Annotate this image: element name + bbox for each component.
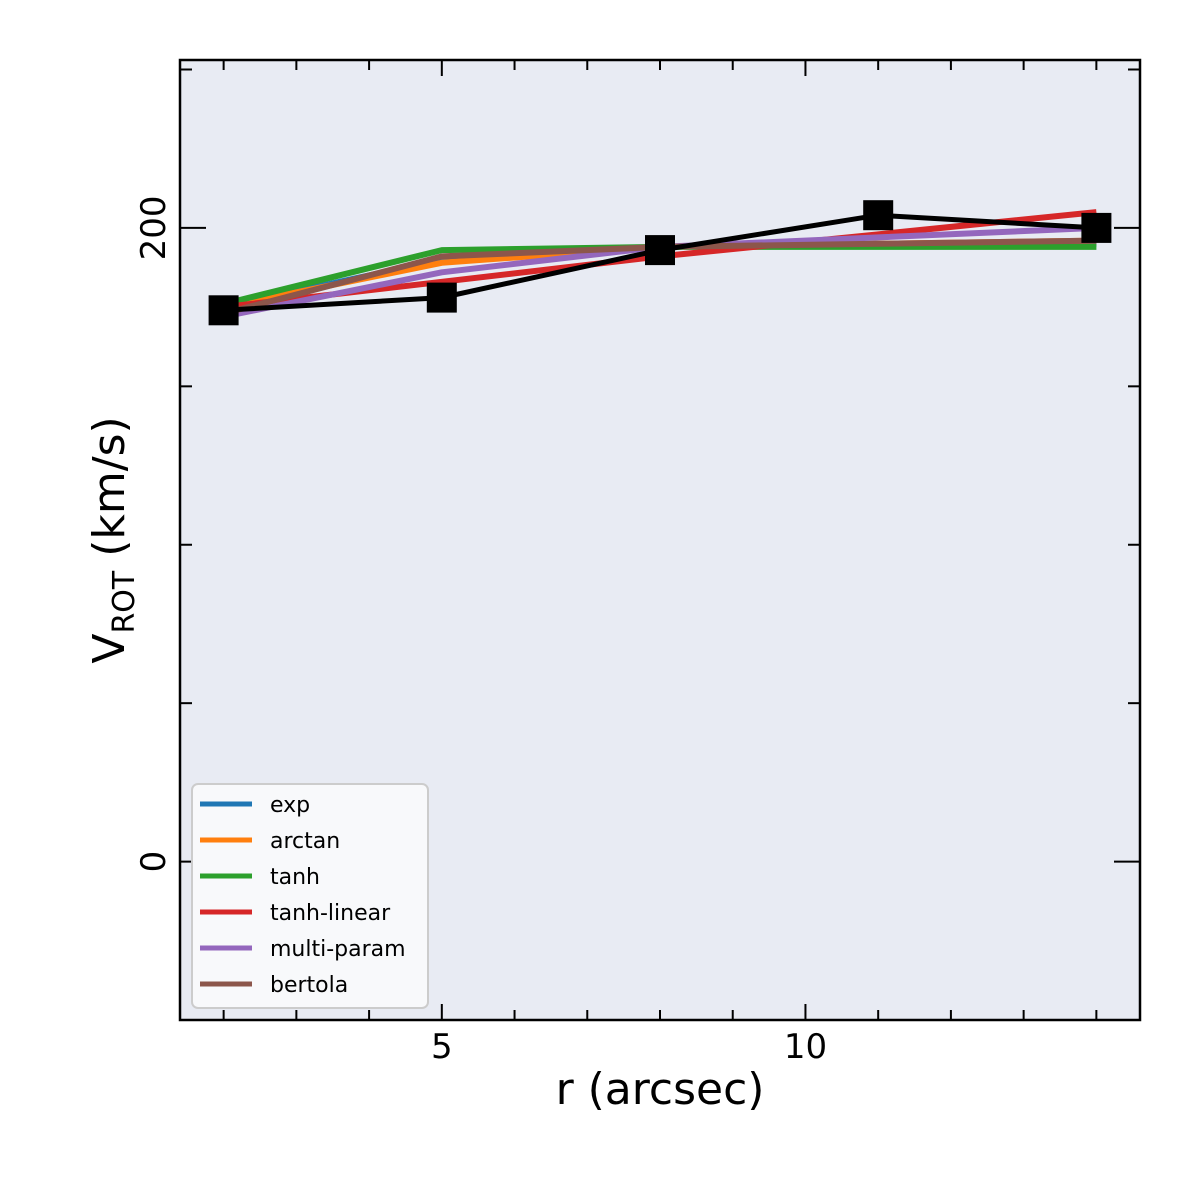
y-axis-title-rest: (km/s) — [84, 416, 135, 570]
observed-point — [645, 235, 675, 266]
legend-label-tanh: tanh — [270, 865, 320, 890]
y-axis-title-sub: ROT — [107, 570, 142, 633]
observed-layer — [208, 200, 1112, 326]
tick-labels-layer: 5 10 0 200 — [134, 195, 827, 1067]
y-tick-label: 200 — [134, 195, 174, 260]
ticks-layer — [180, 60, 1140, 1020]
observed-point — [208, 295, 239, 326]
observed-point — [426, 282, 457, 313]
y-axis-title: VROT (km/s) — [84, 416, 142, 663]
x-tick-label: 10 — [784, 1027, 827, 1067]
legend-entries: exp arctan tanh tanh-linear multi-param berto… — [200, 793, 406, 998]
legend-label-bertola: bertola — [270, 973, 348, 998]
legend-label-arctan: arctan — [270, 829, 340, 854]
plot-frame — [178, 58, 1142, 1022]
observed-point — [863, 200, 894, 231]
legend: exp arctan tanh tanh-linear multi-param berto… — [191, 783, 429, 1009]
x-tick-label: 5 — [431, 1027, 453, 1067]
observed-point — [1081, 212, 1112, 243]
x-axis-title: r (arcsec) — [556, 1064, 765, 1115]
y-tick-label: 0 — [134, 851, 174, 873]
legend-label-multi-param: multi-param — [270, 937, 406, 962]
legend-label-tanh-linear: tanh-linear — [270, 901, 391, 926]
y-axis-title-main: V — [84, 634, 135, 664]
legend-label-exp: exp — [270, 793, 310, 818]
